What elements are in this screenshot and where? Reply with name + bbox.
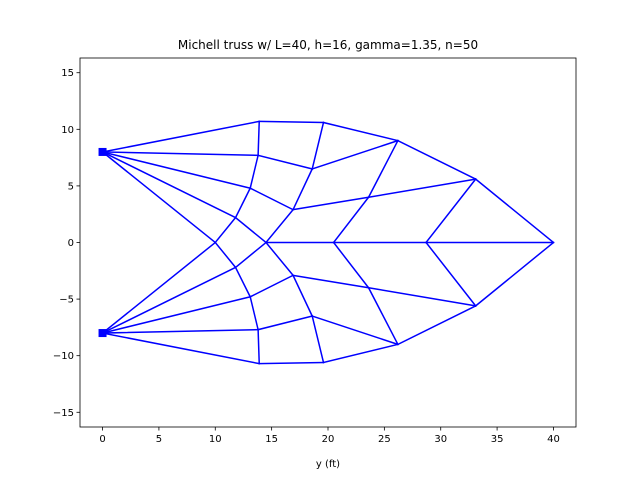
truss-member-P1b-P2b (234, 266, 252, 298)
truss-member-R1-R2 (332, 196, 370, 244)
y-tick-label: −10 (53, 351, 74, 362)
truss-member-P2b-Q2b (249, 274, 295, 298)
y-tick-label: 0 (68, 238, 74, 249)
truss-member-Q1-Q2b (264, 241, 295, 277)
truss-member-Q3-R3 (311, 139, 399, 170)
truss-member-P2b-P3b (249, 295, 260, 331)
truss-member-B-P1b (101, 266, 237, 335)
y-tick-label: 15 (61, 68, 74, 79)
truss-member-P3-Q3 (257, 154, 314, 170)
truss-member-Q2b-R2b (292, 274, 370, 289)
truss-member-A-P3 (101, 151, 259, 157)
truss-member-Q3b-R3b (311, 315, 399, 346)
truss-member-A-P4 (101, 120, 261, 153)
truss-member-Q3-Q4 (311, 121, 325, 170)
truss-member-R2-S2 (367, 178, 477, 199)
x-tick-label: 30 (434, 434, 447, 445)
truss-member-Q2-R2 (292, 196, 370, 211)
chart-title: Michell truss w/ L=40, h=16, gamma=1.35,… (178, 38, 478, 52)
truss-member-Q4b-R3b (322, 343, 399, 364)
truss-member-U1-P1b (214, 241, 237, 269)
x-tick-label: 35 (491, 434, 504, 445)
support-marker-1 (98, 147, 107, 156)
truss-members (101, 120, 555, 365)
truss-member-A-P1 (101, 150, 237, 219)
x-tick-label: 0 (99, 434, 105, 445)
truss-member-S2-T1 (474, 178, 555, 244)
truss-member-P3b-Q3b (257, 315, 314, 331)
truss-member-Q4-R3 (322, 121, 399, 142)
truss-member-A-U1 (101, 150, 217, 244)
x-tick-label: 40 (547, 434, 560, 445)
truss-member-P2-P3 (249, 154, 260, 190)
truss-member-R3-S2 (396, 139, 477, 181)
truss-member-U1-P1 (214, 216, 237, 244)
x-tick-label: 25 (378, 434, 391, 445)
truss-member-P4b-Q4b (258, 361, 325, 365)
truss-member-Q2-Q3 (292, 167, 314, 211)
truss-member-P3b-P4b (257, 328, 261, 365)
plot-frame (79, 57, 577, 428)
y-tick-label: 10 (61, 125, 74, 136)
x-tick-label: 10 (209, 434, 222, 445)
truss-member-Q3b-Q4b (311, 315, 325, 364)
truss-member-B-P2b (101, 295, 252, 334)
x-axis-label: y (ft) (316, 459, 340, 470)
truss-member-Q1-Q2 (264, 208, 295, 244)
truss-member-P1b-Q1 (234, 241, 268, 269)
truss-member-B-U1 (101, 241, 217, 335)
truss-member-R2b-S2b (367, 286, 477, 307)
truss-member-P1-P2 (234, 187, 252, 219)
truss-member-R1-R2b (332, 241, 370, 289)
x-tick-label: 5 (156, 434, 162, 445)
x-axis: 0 5 10 15 20 25 30 35 40 (99, 427, 560, 445)
truss-member-P2-Q2 (249, 187, 295, 211)
truss-member-P1-Q1 (234, 216, 268, 244)
truss-member-S1-S2b (425, 241, 477, 307)
truss-member-S1-S2 (425, 178, 477, 244)
truss-member-B-P3b (101, 328, 259, 334)
x-tick-label: 20 (322, 434, 335, 445)
truss-member-Q2b-Q3b (292, 274, 314, 318)
y-tick-label: −15 (53, 408, 74, 419)
truss-supports (98, 147, 107, 338)
support-marker-2 (98, 329, 107, 338)
truss-member-R2-R3 (367, 139, 399, 199)
truss-member-P4-Q4 (258, 120, 325, 124)
y-tick-label: 5 (68, 181, 74, 192)
y-axis: −15 −10 −5 0 5 10 15 (53, 68, 80, 419)
truss-member-R2b-R3b (367, 286, 399, 346)
y-tick-label: −5 (59, 295, 74, 306)
x-tick-label: 15 (265, 434, 278, 445)
truss-member-B-P4b (101, 332, 261, 365)
truss-member-A-P2 (101, 151, 252, 190)
truss-member-S2b-T1 (474, 241, 555, 307)
truss-member-R3b-S2b (396, 304, 477, 346)
truss-member-P3-P4 (257, 120, 261, 157)
